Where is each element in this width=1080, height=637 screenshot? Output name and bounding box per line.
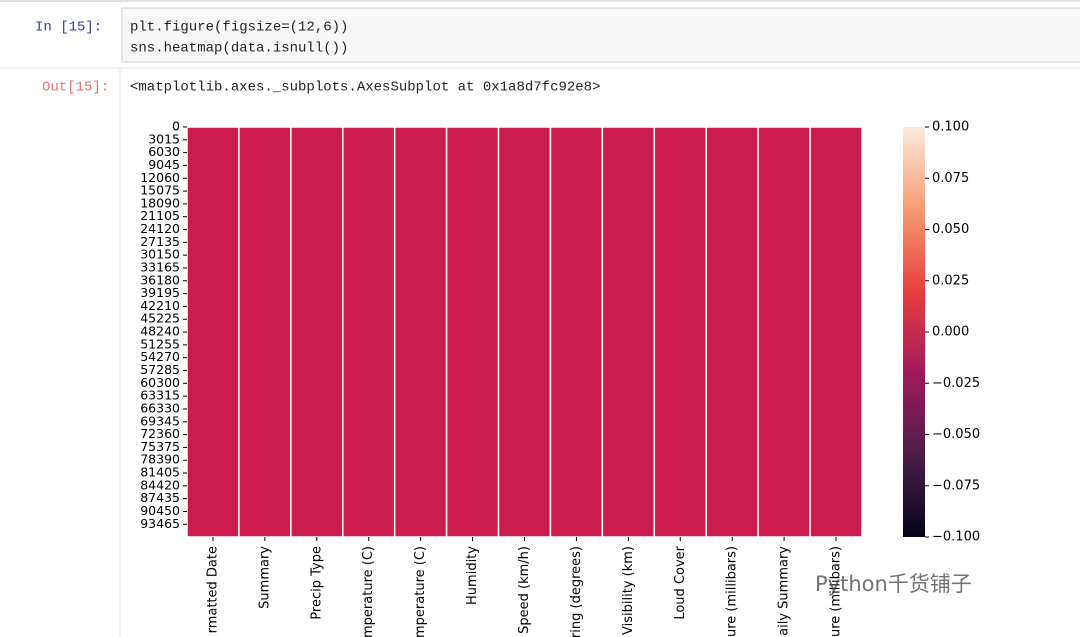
y-tick-label: 27135: [140, 234, 180, 249]
heatmap-cell: [757, 126, 811, 538]
heatmap-cell: [342, 126, 396, 538]
y-tick-label: 12060: [140, 170, 180, 185]
heatmap-cell: [497, 126, 552, 538]
output-prompt: Out[15]:: [42, 80, 109, 96]
colorbar-tick-label: 0.100: [932, 120, 969, 135]
colorbar-tick-label: 0.000: [932, 325, 969, 340]
y-tick-label: 21105: [140, 208, 180, 223]
x-tick-label: ring (degrees): [569, 546, 584, 637]
output-text: <matplotlib.axes._subplots.AxesSubplot a…: [130, 80, 600, 96]
y-tick-label: 93465: [140, 516, 180, 531]
x-tick-label: mperature (C): [361, 546, 376, 637]
y-tick-label: 78390: [140, 452, 180, 467]
x-tick-label: rmatted Date: [205, 546, 220, 633]
y-tick-label: 90450: [140, 503, 180, 518]
y-tick-label: 84420: [140, 477, 180, 492]
heatmap-cell: [809, 126, 863, 538]
y-tick-label: 0: [172, 119, 180, 134]
y-tick-label: 87435: [140, 490, 180, 505]
y-tick-label: 66330: [140, 400, 180, 415]
y-tick-label: 30150: [140, 247, 180, 262]
y-tick-label: 36180: [140, 272, 180, 287]
colorbar: [903, 127, 925, 537]
y-tick-label: 3015: [148, 131, 180, 146]
heatmap-cell: [393, 126, 448, 538]
heatmap-cell: [445, 126, 500, 538]
y-tick-label: 18090: [140, 195, 180, 210]
x-tick-label: mperature (C): [413, 546, 428, 637]
y-tick-label: 75375: [140, 439, 180, 454]
y-tick-label: 81405: [140, 465, 180, 480]
y-tick-label: 33165: [140, 259, 180, 274]
colorbar-tick-label: −0.025: [932, 376, 980, 391]
y-tick-label: 42210: [140, 298, 180, 313]
y-tick-label: 6030: [148, 144, 180, 159]
colorbar-tick-label: 0.050: [932, 222, 969, 237]
x-tick-label: Summary: [257, 546, 272, 609]
code-line: sns.heatmap(data.isnull()): [130, 41, 348, 57]
x-tick-label: Loud Cover: [673, 545, 688, 619]
heatmap-cell: [186, 126, 240, 538]
x-tick-label: Humidity: [465, 546, 480, 605]
y-tick-label: 24120: [140, 221, 180, 236]
y-tick-label: 69345: [140, 413, 180, 428]
input-prompt: In [15]:: [35, 20, 102, 36]
y-tick-label: 48240: [140, 324, 180, 339]
y-tick-label: 39195: [140, 285, 180, 300]
y-tick-label: 57285: [140, 362, 180, 377]
heatmap-cell: [549, 126, 604, 538]
heatmap-cell: [653, 126, 707, 538]
top-border: [0, 0, 1080, 2]
x-tick-label: ure (millibars): [829, 546, 844, 637]
watermark: Python千货铺子: [815, 572, 972, 596]
y-tick-label: 9045: [148, 157, 180, 172]
x-tick-label: aily Summary: [777, 546, 792, 636]
heatmap: rmatted Date Summary Precip Type mperature …: [140, 119, 980, 637]
y-tick-label: 54270: [140, 349, 180, 364]
colorbar-tick-label: −0.100: [932, 530, 980, 545]
colorbar-tick-label: 0.025: [932, 273, 969, 288]
colorbar-tick-label: 0.075: [932, 171, 969, 186]
code-cell[interactable]: [121, 7, 1080, 63]
y-tick-label: 60300: [140, 375, 180, 390]
y-tick-label: 51255: [140, 336, 180, 351]
x-tick-label: Speed (km/h): [517, 546, 532, 634]
y-tick-label: 72360: [140, 426, 180, 441]
heatmap-cell: [601, 126, 656, 538]
x-tick-label: ure (millibars): [725, 546, 740, 637]
code-line: plt.figure(figsize=(12,6)): [130, 20, 348, 36]
y-tick-label: 15075: [140, 183, 180, 198]
y-tick-label: 45225: [140, 311, 180, 326]
x-tick-label: Precip Type: [309, 546, 324, 620]
x-tick-label: Visibility (km): [621, 546, 636, 635]
colorbar-tick-label: −0.075: [932, 478, 980, 493]
y-tick-label: 63315: [140, 388, 180, 403]
heatmap-cell: [238, 126, 292, 538]
colorbar-tick-label: −0.050: [932, 427, 980, 442]
heatmap-cell: [705, 126, 759, 538]
heatmap-cell: [290, 126, 344, 538]
